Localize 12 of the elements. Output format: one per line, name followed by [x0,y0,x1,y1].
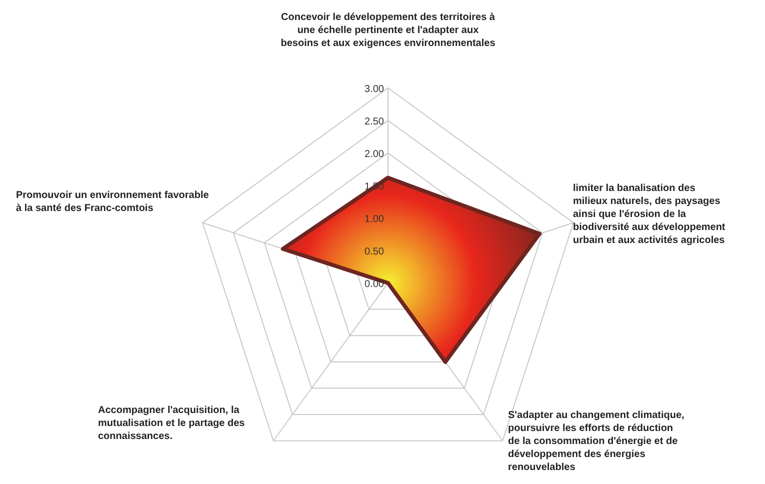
spoke-label: Accompagner l'acquisition, la mutualisation et le partage des connaissances. [98,405,246,442]
y-tick-label: 0.50 [364,246,384,258]
y-tick-label: 0.00 [364,279,384,290]
y-tick-label: 2.00 [364,149,384,160]
y-tick-label: 1.50 [364,182,384,192]
y-tick-label: 3.00 [364,84,384,95]
y-tick-label: 2.50 [364,116,384,128]
spoke-label: limiter la banalisation des milieux naturels, des paysages ainsi que l'érosion de la biodiversité aux développement urbain et aux activités agricoles [573,183,726,246]
spoke-label: Promouvoir un environnement favorable à la santé des Franc-comtois [16,190,210,214]
spoke-label: S'adapter au changement climatique, poursuivre les efforts de réduction de la consommation d'énergie et de développement des énergies renouvelables [508,410,685,473]
y-tick-label: 1.00 [364,214,384,225]
spoke-label: Concevoir le développement des territoires à une échelle pertinente et l'adapter aux besoins et aux exigences environnementales [280,12,496,49]
